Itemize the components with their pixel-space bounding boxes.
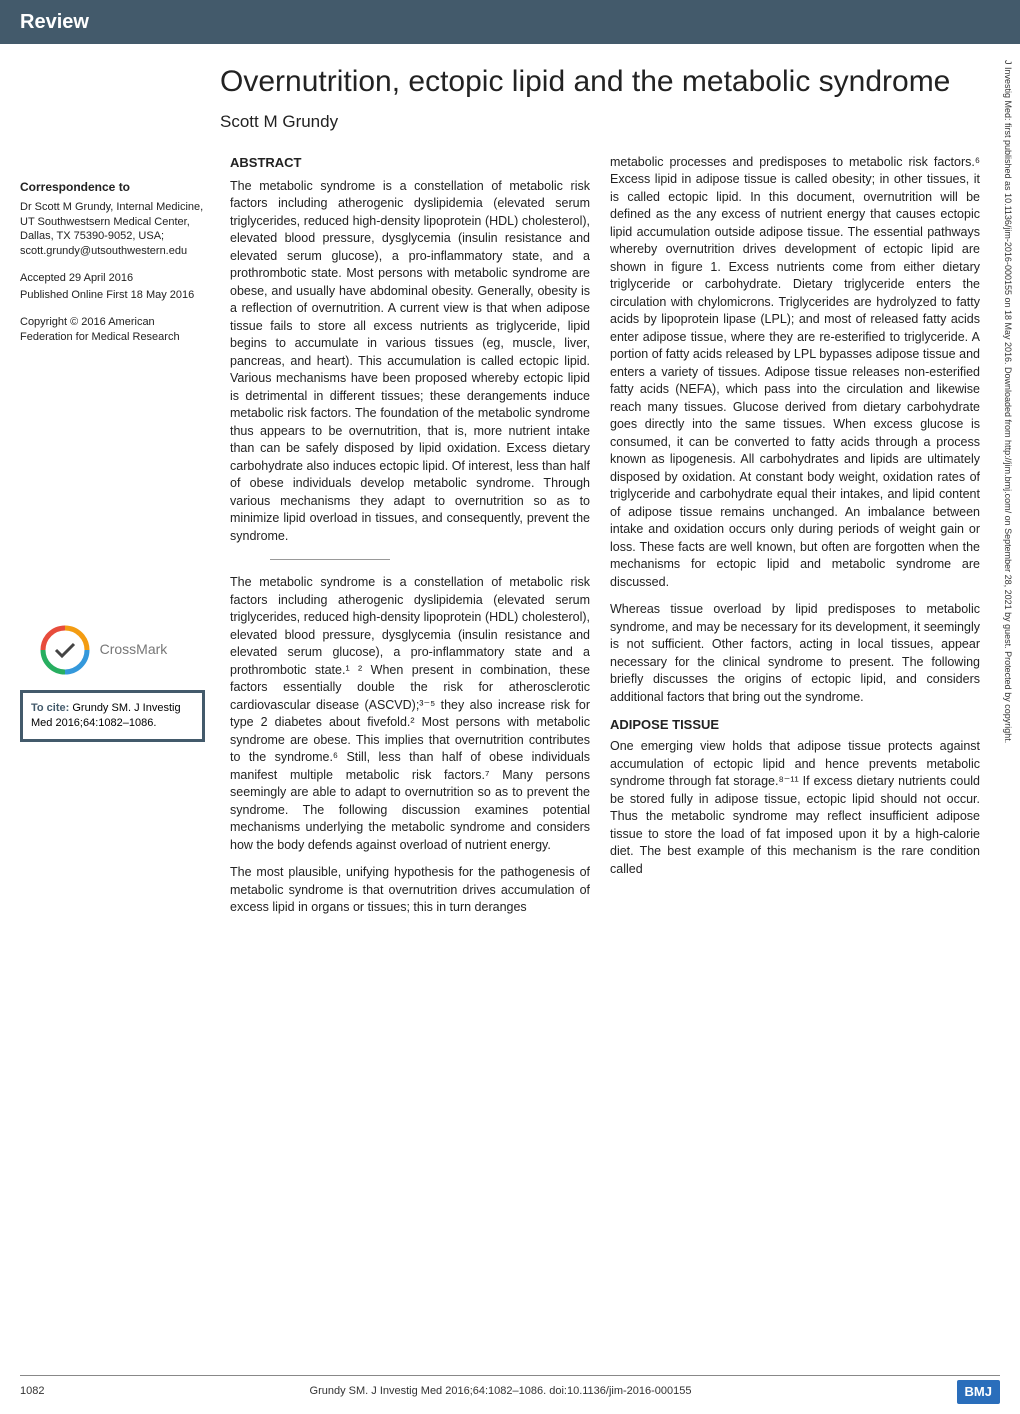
article-author: Scott M Grundy [220,110,1000,134]
crossmark-widget[interactable]: CrossMark [40,625,205,675]
right-paragraph-2: Whereas tissue overload by lipid predisp… [610,601,980,706]
right-paragraph-1: metabolic processes and predisposes to m… [610,154,980,592]
adipose-paragraph-1: One emerging view holds that adipose tis… [610,738,980,878]
header-label: Review [20,11,89,33]
main-content: Correspondence to Dr Scott M Grundy, Int… [0,44,1020,947]
crossmark-icon [40,625,90,675]
footer-citation: Grundy SM. J Investig Med 2016;64:1082–1… [310,1384,692,1399]
intro-paragraph-1: The metabolic syndrome is a constellatio… [230,574,590,854]
cite-label: To cite: [31,702,69,714]
intro-paragraph-2: The most plausible, unifying hypothesis … [230,864,590,917]
publisher-badge: BMJ [957,1380,1000,1404]
page-footer: 1082 Grundy SM. J Investig Med 2016;64:1… [20,1375,1000,1404]
adipose-heading: ADIPOSE TISSUE [610,716,980,734]
article-body: Overnutrition, ectopic lipid and the met… [220,64,1000,927]
cite-box: To cite: Grundy SM. J Investig Med 2016;… [20,690,205,743]
vertical-side-note: J Investig Med: first published as 10.11… [1001,60,1014,1260]
abstract-heading: ABSTRACT [230,154,590,172]
article-title: Overnutrition, ectopic lipid and the met… [220,64,1000,100]
copyright-text: Copyright © 2016 American Federation for… [20,315,205,345]
abstract-text: The metabolic syndrome is a constellatio… [230,178,590,546]
right-column: metabolic processes and predisposes to m… [600,154,980,927]
published-date: Published Online First 18 May 2016 [20,288,205,303]
left-sidebar: Correspondence to Dr Scott M Grundy, Int… [20,64,220,927]
accepted-date: Accepted 29 April 2016 [20,271,205,286]
correspondence-heading: Correspondence to [20,179,205,196]
text-columns: ABSTRACT The metabolic syndrome is a con… [220,154,1000,927]
correspondence-text: Dr Scott M Grundy, Internal Medicine, UT… [20,200,205,259]
review-header: Review [0,0,1020,44]
crossmark-label: CrossMark [100,640,168,660]
middle-column: ABSTRACT The metabolic syndrome is a con… [220,154,600,927]
abstract-divider [270,559,390,560]
page-number: 1082 [20,1384,44,1399]
